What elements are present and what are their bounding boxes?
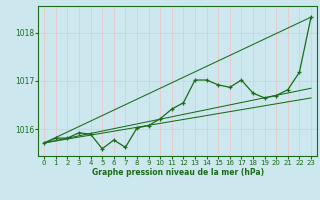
X-axis label: Graphe pression niveau de la mer (hPa): Graphe pression niveau de la mer (hPa) — [92, 168, 264, 177]
